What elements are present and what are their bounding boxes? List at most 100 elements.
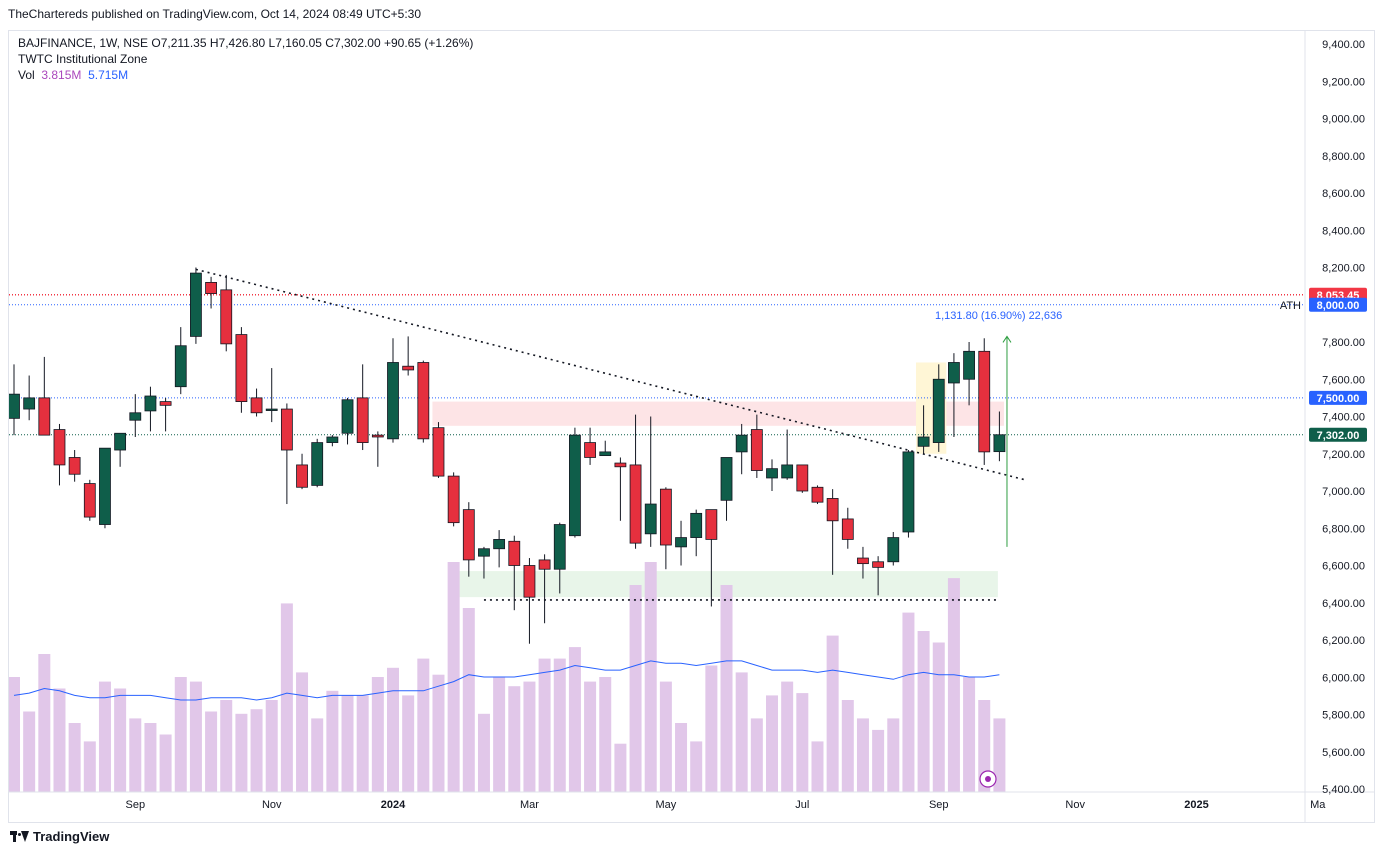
x-tick-label: Mar xyxy=(520,799,539,811)
candle-body xyxy=(114,432,127,451)
measure-label: 1,131.80 (16.90%) 22,636 xyxy=(935,310,1062,322)
candle-body xyxy=(584,442,596,458)
y-tick-label: 8,600.00 xyxy=(1322,188,1365,200)
price-tag-label: 7,500.00 xyxy=(1317,393,1360,405)
candle-body xyxy=(296,464,308,488)
volume-bar xyxy=(68,723,81,792)
volume-bar xyxy=(872,729,885,792)
y-tick-label: 7,800.00 xyxy=(1322,337,1365,349)
volume-bar xyxy=(371,677,384,792)
volume-ma-value: 5.715M xyxy=(88,68,129,82)
candle-body xyxy=(280,408,293,451)
y-tick-label: 6,000.00 xyxy=(1322,672,1365,684)
volume-bar xyxy=(23,711,36,792)
volume-bar xyxy=(917,631,930,792)
y-tick-label: 5,800.00 xyxy=(1322,710,1365,722)
y-tick-label: 8,200.00 xyxy=(1322,263,1365,275)
volume-value: 3.815M xyxy=(41,68,82,82)
candle-body xyxy=(826,498,839,522)
candle-body xyxy=(462,509,475,561)
candle-body xyxy=(493,539,506,550)
volume-bar xyxy=(477,713,490,792)
candle-body xyxy=(447,475,460,524)
tradingview-brand[interactable]: TradingView xyxy=(10,829,109,844)
candle-body xyxy=(887,537,900,563)
candle-body xyxy=(902,451,915,533)
volume-label: Vol xyxy=(18,68,35,82)
volume-bar xyxy=(98,681,111,792)
volume-bar xyxy=(766,695,778,792)
candle-body xyxy=(978,350,991,453)
volume-bar xyxy=(508,686,521,792)
candle-body xyxy=(144,395,157,412)
volume-bar xyxy=(902,612,915,792)
candle-body xyxy=(796,464,809,492)
volume-bar xyxy=(387,667,399,792)
candle-body xyxy=(720,457,733,501)
volume-legend[interactable]: Vol 3.815M 5.715M xyxy=(18,67,473,83)
indicator-name[interactable]: TWTC Institutional Zone xyxy=(18,52,148,66)
candle-body xyxy=(23,397,36,410)
candle-body xyxy=(857,557,869,565)
volume-bar xyxy=(947,578,960,792)
price-tag-bg xyxy=(1309,390,1367,405)
volume-bar xyxy=(341,695,354,792)
volume-bar xyxy=(932,642,945,792)
candle-body xyxy=(265,408,278,411)
volume-bar xyxy=(978,700,991,792)
alert-marker-icon xyxy=(979,770,997,788)
volume-bar xyxy=(9,677,20,792)
volume-bar xyxy=(705,665,718,792)
candle-body xyxy=(326,436,339,443)
candle-body xyxy=(402,365,415,371)
candle-body xyxy=(917,436,930,447)
y-tick-label: 5,400.00 xyxy=(1322,784,1365,796)
candle-body xyxy=(781,464,794,479)
candle-body xyxy=(644,503,657,535)
volume-bar xyxy=(856,718,869,792)
y-tick-label: 7,000.00 xyxy=(1322,486,1365,498)
candle-body xyxy=(129,412,142,421)
volume-bar xyxy=(462,608,475,792)
measure-arrowhead xyxy=(1002,335,1012,343)
x-tick-label: 2024 xyxy=(381,799,406,811)
volume-bar xyxy=(720,585,733,792)
candle-body xyxy=(205,281,217,294)
candle-body xyxy=(811,486,824,503)
x-tick-label: Jul xyxy=(795,799,809,811)
y-tick-label: 6,200.00 xyxy=(1322,635,1365,647)
candle-body xyxy=(235,334,248,402)
chart-frame[interactable] xyxy=(8,30,1375,823)
volume-bar xyxy=(538,658,551,792)
x-tick-label: Sep xyxy=(125,799,145,811)
candle-body xyxy=(311,442,324,486)
brand-label: TradingView xyxy=(33,829,110,844)
volume-bar xyxy=(53,688,66,792)
candle-body xyxy=(614,462,627,468)
candle-body xyxy=(705,509,718,540)
volume-bar xyxy=(417,658,430,792)
price-tag-label: 8,000.00 xyxy=(1317,300,1360,312)
candle-body xyxy=(190,272,202,337)
volume-bar xyxy=(568,647,581,792)
candle-body xyxy=(993,434,1006,453)
volume-bar xyxy=(129,718,142,792)
candle-body xyxy=(735,434,748,453)
candle-body xyxy=(83,483,96,518)
candle-body xyxy=(553,524,566,570)
candle-body xyxy=(599,451,612,457)
volume-bar xyxy=(235,713,248,792)
price-line-tag: ATH xyxy=(1280,300,1301,312)
volume-bar xyxy=(280,603,293,792)
candle-body xyxy=(387,362,399,440)
volume-bar xyxy=(993,718,1006,792)
volume-bar xyxy=(826,635,839,792)
volume-bar xyxy=(841,700,854,792)
volume-bar xyxy=(629,585,642,792)
volume-bar xyxy=(356,695,369,792)
candle-body xyxy=(371,434,384,438)
candle-body xyxy=(9,393,20,419)
volume-bar xyxy=(326,690,339,792)
volume-bar xyxy=(296,672,309,792)
